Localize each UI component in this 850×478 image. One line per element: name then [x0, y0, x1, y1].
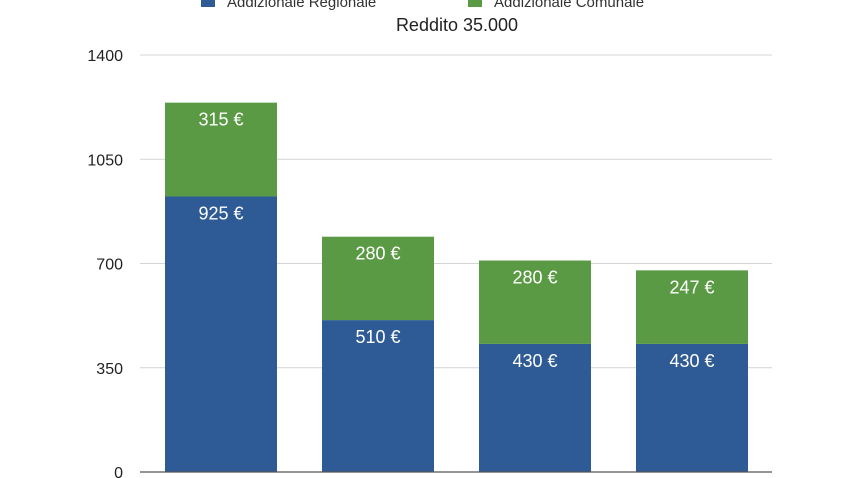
- bar-data-label: 510 €: [355, 327, 400, 347]
- y-tick-label: 700: [96, 257, 123, 274]
- legend: Addizionale Regionale Addizionale Comuna…: [201, 0, 644, 11]
- bar-data-label: 430 €: [512, 351, 557, 371]
- bar-segment-comunale: [479, 260, 591, 344]
- bar-segment-regionale: [479, 343, 591, 472]
- y-tick-label: 1400: [87, 48, 123, 65]
- bar-segment-comunale: [165, 102, 277, 197]
- legend-label-comunale: Addizionale Comunale: [494, 0, 644, 11]
- bar-segment-comunale: [322, 236, 434, 321]
- legend-swatch-regionale: [201, 0, 215, 7]
- bars: 925 € 315 € 510 € 280 € 430 € 280 € 430 € 247 €: [165, 102, 748, 472]
- legend-label-regionale: Addizionale Regionale: [227, 0, 376, 11]
- bar-data-label: 315 €: [198, 110, 243, 130]
- chart-title: Reddito 35.000: [396, 15, 518, 35]
- bar-data-label: 247 €: [669, 277, 714, 297]
- legend-swatch-comunale: [468, 0, 482, 7]
- bar-segment-regionale: [322, 320, 434, 472]
- y-tick-label: 1050: [87, 152, 123, 169]
- y-tick-label: 350: [96, 361, 123, 378]
- bar-segment-comunale: [636, 270, 748, 344]
- bar-segment-regionale: [165, 196, 277, 472]
- bar-segment-regionale: [636, 343, 748, 472]
- y-tick-label: 0: [114, 465, 123, 478]
- bar-data-label: 925 €: [198, 203, 243, 223]
- bar-data-label: 280 €: [355, 244, 400, 264]
- bar-data-label: 280 €: [512, 268, 557, 288]
- y-axis-ticks: 0 350 700 1050 1400: [87, 48, 123, 478]
- bar-data-label: 430 €: [669, 351, 714, 371]
